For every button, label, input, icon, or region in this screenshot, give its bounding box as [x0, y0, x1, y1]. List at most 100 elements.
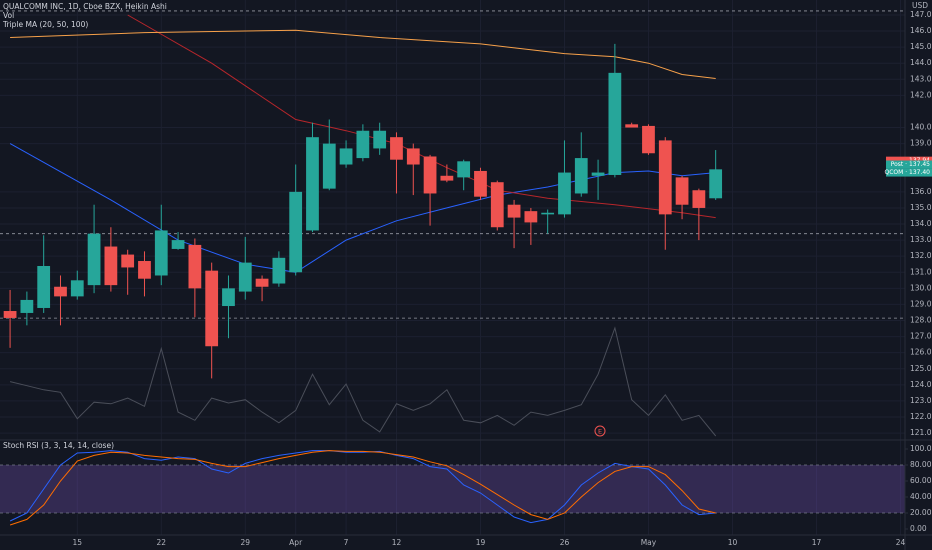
stoch-title: Stoch RSI (3, 3, 14, 14, close) [3, 441, 114, 450]
y-tick-label: 60.00 [910, 476, 932, 485]
y-tick-label: 131.00 [910, 267, 932, 276]
candle-body [356, 130, 370, 159]
moving-average-line [10, 29, 716, 79]
candle-body [104, 246, 118, 286]
candle-body [675, 177, 689, 205]
y-tick-label: 133.00 [910, 235, 932, 244]
candle-body [54, 286, 67, 297]
candle-body [171, 240, 185, 249]
y-tick-label: 100.00 [910, 444, 932, 453]
volume-label: Vol [3, 11, 14, 20]
candle-body [289, 191, 303, 273]
candle-body [70, 280, 84, 297]
y-tick-label: 144.00 [910, 58, 932, 67]
candle-body [390, 137, 403, 160]
candle-body [574, 158, 588, 194]
y-tick-label: 146.00 [910, 26, 932, 35]
y-tick-label: 135.00 [910, 203, 932, 212]
candle-body [457, 161, 471, 178]
candle-body [20, 299, 34, 313]
candle-body [255, 278, 269, 287]
oscillator-band [0, 465, 905, 513]
x-tick-label: 7 [344, 538, 349, 547]
y-tick-label: 121.00 [910, 428, 932, 437]
candle-body [474, 170, 487, 197]
candle-body [524, 211, 538, 223]
candle-body [272, 257, 286, 284]
x-tick-label: 15 [73, 538, 83, 547]
y-tick-label: 126.00 [910, 348, 932, 357]
x-tick-label: 29 [241, 538, 251, 547]
earnings-marker [594, 425, 606, 437]
candle-body [658, 140, 672, 215]
candle-body [238, 262, 252, 292]
candle-body [541, 212, 555, 215]
ma-label: Triple MA (20, 50, 100) [2, 20, 88, 29]
earnings-label: E [598, 428, 602, 436]
candle-body [222, 288, 235, 307]
y-tick-label: 127.00 [910, 332, 932, 341]
candle-body [339, 148, 353, 165]
candle-body [507, 204, 521, 218]
y-tick-label: 139.00 [910, 139, 932, 148]
candle-body [692, 190, 706, 208]
y-tick-label: 147.00 [910, 10, 932, 19]
y-tick-label: 142.00 [910, 90, 932, 99]
y-tick-label: 129.00 [910, 299, 932, 308]
candle-body [306, 137, 319, 231]
currency-label: USD [912, 1, 928, 10]
candle-body [3, 311, 17, 318]
volume-line [9, 326, 717, 437]
y-tick-label: 140.00 [910, 123, 932, 132]
oscillator-line [9, 450, 716, 524]
candle-body [558, 172, 571, 215]
moving-average-line [9, 143, 716, 273]
candle-body [87, 233, 101, 286]
x-tick-label: 12 [392, 538, 402, 547]
candle-body [440, 175, 454, 181]
candle-body [205, 270, 219, 347]
y-tick-label: 125.00 [910, 364, 932, 373]
x-tick-label: 26 [560, 538, 570, 547]
price-tag [886, 160, 932, 169]
candle-body [322, 143, 336, 189]
x-tick-label: May [641, 538, 657, 547]
oscillator-line [9, 450, 716, 526]
y-tick-label: 123.00 [910, 396, 932, 405]
y-tick-label: 122.00 [910, 412, 932, 421]
chart-title: QUALCOMM INC, 1D, Cboe BZX, Heikin Ashi [3, 2, 167, 11]
candle-body [591, 172, 605, 176]
y-tick-label: 136.00 [910, 187, 932, 196]
price-tag-label: Post · 137.45 [891, 161, 930, 168]
candle-body [121, 254, 135, 268]
candle-body [37, 265, 51, 308]
candle-body [373, 130, 387, 149]
candle-body [154, 230, 168, 276]
y-tick-label: 20.00 [910, 508, 932, 517]
candle-body [138, 261, 151, 279]
candle-body [406, 148, 420, 165]
y-tick-label: 130.00 [910, 283, 932, 292]
y-tick-label: 134.00 [910, 219, 932, 228]
candle-body [709, 169, 723, 199]
x-tick-label: Apr [289, 538, 303, 547]
x-tick-label: 24 [896, 538, 906, 547]
candle-body [642, 125, 655, 154]
candle-body [608, 72, 622, 175]
y-tick-label: 132.00 [910, 251, 932, 260]
x-tick-label: 22 [157, 538, 167, 547]
x-tick-label: 19 [476, 538, 486, 547]
y-tick-label: 40.00 [910, 492, 932, 501]
x-tick-label: 17 [812, 538, 822, 547]
x-tick-label: 10 [728, 538, 738, 547]
y-tick-label: 0.00 [910, 524, 927, 533]
candle-body [423, 156, 437, 194]
y-tick-label: 143.00 [910, 74, 932, 83]
y-tick-label: 145.00 [910, 42, 932, 51]
y-tick-label: 80.00 [910, 460, 932, 469]
candle-body [490, 182, 504, 228]
price-tag [886, 168, 932, 177]
y-tick-label: 124.00 [910, 380, 932, 389]
y-tick-label: 128.00 [910, 316, 932, 325]
